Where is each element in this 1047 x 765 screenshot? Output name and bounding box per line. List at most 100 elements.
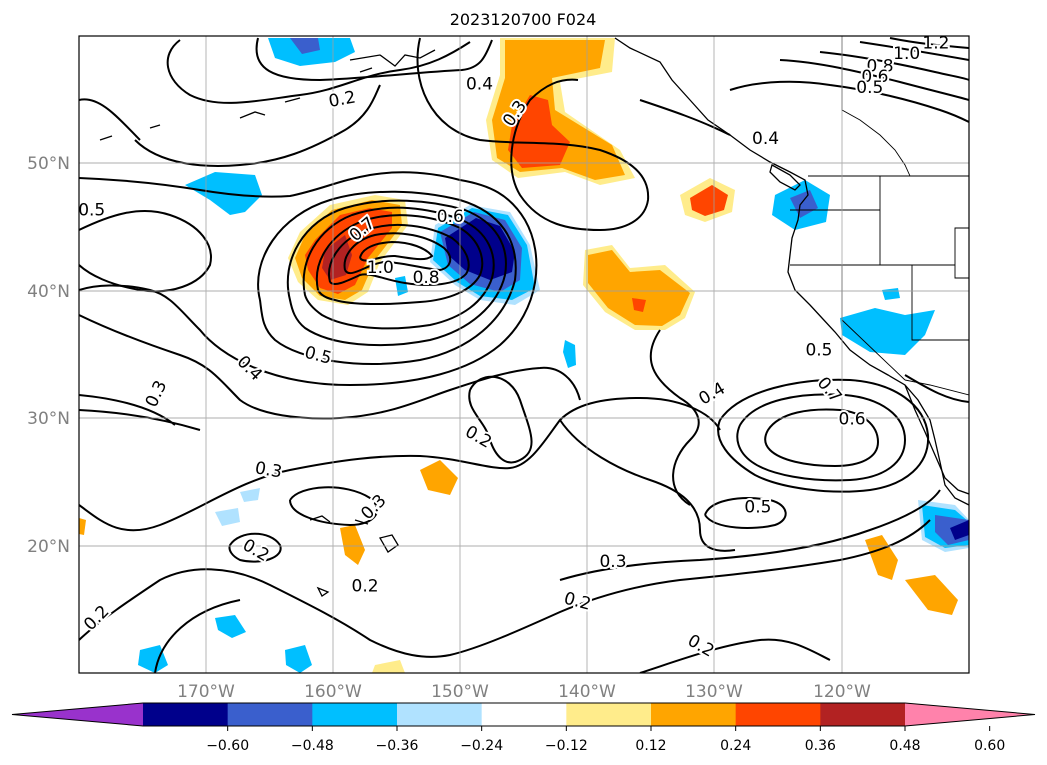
coastline-alaska-islands [99,49,436,141]
contour-0.6 [286,199,507,347]
contour-0.7-east [764,408,880,468]
contour-0.4-bc [639,80,969,136]
contour-0.6-bc [819,51,969,81]
contour-0.3-long [79,396,721,532]
colorbar-tick-label: 0.12 [635,738,666,754]
contour-0.2-south [79,519,931,658]
lon-label-120w: 120°W [813,682,871,702]
contour-label: 0.2 [352,576,379,596]
colorbar-outline [11,702,1036,727]
shade-negative-ca-coast [840,308,935,355]
colorbar-segment [566,703,652,726]
colorbar: −0.60 −0.48 −0.36 −0.24 −0.12 0.12 0.24 0.36 0.4… [11,702,1036,754]
contour-label: 0.4 [466,74,493,94]
contour-label: 1.0 [893,44,920,64]
contour-label: 0.5 [805,341,832,361]
map-frame [78,35,970,674]
lat-label-40n: 40°N [27,282,70,302]
contour-0.8 [315,214,484,306]
figure-title: 2023120700 F024 [450,10,597,29]
shade-negative-small-4 [240,488,260,502]
colorbar-segment [820,703,906,726]
map-panel: 0.40.30.21.01.20.80.60.50.40.5 0.60.71.00… [78,34,969,673]
contour-label: 0.5 [78,201,105,221]
contour-0.6-east [736,393,907,482]
contour-label: 0.6 [839,409,866,429]
colorbar-tick-label: −0.48 [291,738,334,754]
graticule [79,36,969,673]
contour-label: 0.6 [437,207,464,227]
latitude-labels: 50°N 40°N 30°N 20°N [27,154,70,557]
contour-label: 0.5 [856,78,883,98]
contour-label: 0.3 [599,552,626,572]
colorbar-tick-label: 0.60 [974,738,1005,754]
lon-label-160w: 160°W [304,682,362,702]
contour-gulf-0.4 [255,37,493,82]
contour-0.4-west [134,84,381,167]
border-states-west [790,176,969,381]
contour-0.7 [302,206,495,330]
contour-0.3-west [79,394,201,431]
contour-0.5-west-cell [79,209,212,293]
lat-label-50n: 50°N [27,154,70,174]
shade-positive-mid-pacific-max [632,298,646,312]
coastline-vancouver-island [769,164,801,191]
contour-0.8-bc [859,41,969,61]
colorbar-extend-min [12,703,143,726]
colorbar-segment [735,703,821,726]
contour-0.2-loop-west-2 [228,532,282,563]
contour-0.3-south-east [559,489,941,581]
shade-negative-south-1 [138,645,168,673]
shade-positive-mid-pacific-core [588,250,690,326]
contour-1.0 [343,232,452,275]
border-states-inset [954,227,969,279]
shade-negative-wa-coast-core [790,190,818,218]
shade-negative-baja-south-max [950,520,969,540]
shade-negative-south-2 [285,645,312,673]
coastline-hawaii [309,515,399,597]
colorbar-extend-max [905,703,1035,726]
shade-positive-mid-2 [372,660,405,673]
lon-label-150w: 150°W [431,682,489,702]
colorbar-tick-label: −0.24 [460,738,503,754]
contour-label: 0.5 [744,497,771,517]
contour-0.4-coast [904,374,969,403]
longitude-labels: 170°W 160°W 150°W 140°W 130°W 120°W [177,682,871,702]
contour-label: 1.0 [367,258,394,278]
colorbar-tick-label: 0.36 [805,738,836,754]
contour-label: 0.6 [861,67,888,87]
contour-label: 0.8 [413,268,440,288]
lon-label-170w: 170°W [177,682,235,702]
colorbar-segment [481,703,567,726]
contour-label: 0.8 [866,57,893,77]
contour-0.2-south-bottom [154,599,831,673]
shade-positive-west-edge [79,518,86,535]
colorbar-segment [227,703,313,726]
lat-label-30n: 30°N [27,409,70,429]
contour-0.2-loop-mid [468,375,533,464]
colorbar-tick-label: 0.24 [720,738,751,754]
colorbar-tick-label: −0.36 [376,738,419,754]
coastlines [99,37,969,597]
colorbar-tick-label: −0.12 [545,738,588,754]
border-us-mexico [904,379,969,396]
shade-negative-small-3 [215,508,240,526]
shade-positive-mexico-2 [905,575,958,615]
coastline-north-america [614,37,969,506]
contour-0.5-inner [257,190,517,365]
contour-label: 1.2 [922,34,949,54]
shade-negative-south-3 [215,615,246,638]
contour-0.9 [328,224,470,286]
colorbar-segment [312,703,398,726]
shade-negative-ca-inland [882,288,900,300]
lat-label-20n: 20°N [27,537,70,557]
shade-positive-mid-1 [420,460,458,495]
contour-1.1 [359,240,434,262]
lon-label-140w: 140°W [558,682,616,702]
coastline-baja [904,384,969,495]
contour-gulf-0.3 [416,37,650,232]
contour-label: 0.4 [752,129,779,149]
contour-0.5-outer [79,171,538,387]
shade-positive-alaska-gulf-max [508,95,570,168]
